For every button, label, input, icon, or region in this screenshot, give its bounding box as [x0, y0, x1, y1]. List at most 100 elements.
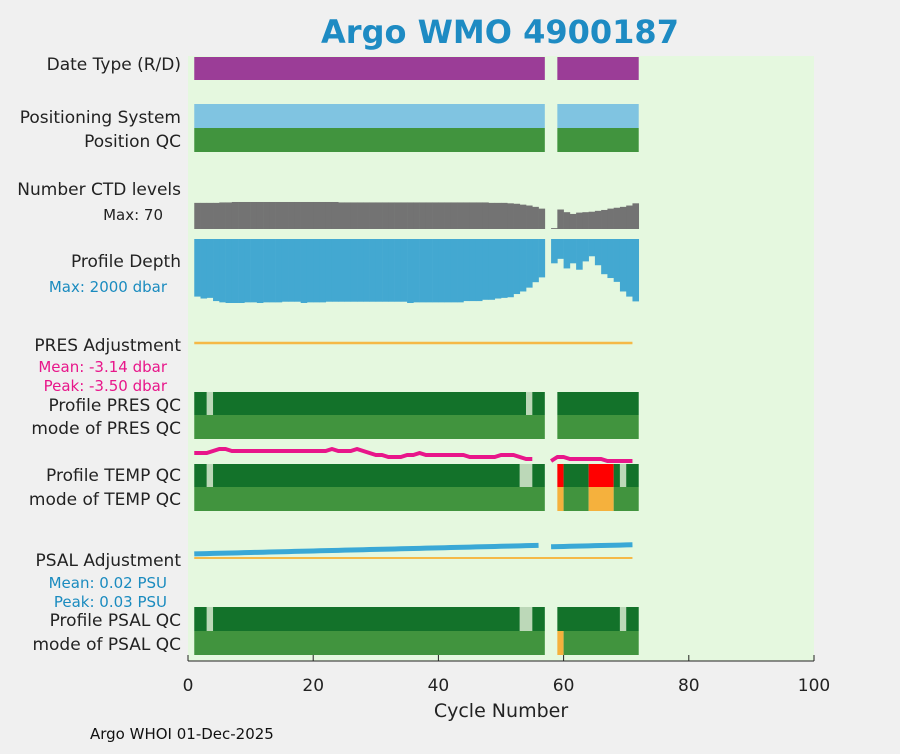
profile-temp-qc-segment: [626, 464, 639, 487]
profile-depth-bar: [256, 239, 264, 303]
ctd-level-bar: [263, 201, 270, 229]
profile-depth-bar: [588, 239, 596, 257]
ctd-level-bar: [269, 201, 276, 229]
profile-depth-bar: [325, 239, 333, 302]
ctd-level-bar: [513, 203, 521, 229]
ctd-level-bar: [407, 202, 414, 229]
profile-depth-bar: [231, 239, 239, 303]
profile-depth-bar: [425, 239, 433, 303]
profile-depth-bar: [576, 239, 583, 270]
ctd-level-bar: [250, 201, 258, 229]
ctd-level-bar: [300, 201, 308, 229]
position-qc-bar: [194, 128, 545, 152]
profile-depth-bar: [626, 239, 633, 297]
profile-depth-bar: [288, 239, 295, 302]
x-tick-label: 20: [302, 676, 324, 696]
temp-adjustment-line: [550, 455, 633, 463]
ctd-level-bar: [613, 207, 621, 229]
ctd-level-bar: [425, 202, 433, 229]
x-tick-label: 80: [678, 676, 700, 696]
profile-pres-qc-segment: [194, 392, 207, 415]
profile-depth-bar: [394, 239, 402, 302]
ctd-level-bar: [594, 210, 602, 229]
depth-max-label: Max: 2000 dbar: [49, 278, 168, 296]
profile-depth-bar: [569, 239, 577, 264]
profile-depth-bar: [344, 239, 352, 302]
profile-depth-bar: [513, 239, 521, 295]
ctd-level-bar: [244, 201, 251, 229]
profile-pres-qc-segment: [557, 392, 639, 415]
ctd-level-bar: [294, 201, 301, 229]
profile-depth-bar: [357, 239, 364, 302]
ctd-level-bar: [469, 202, 477, 229]
ctd-level-bar: [619, 206, 627, 229]
profile-depth-bar: [482, 239, 489, 300]
row-label-profile-depth: Profile Depth: [71, 252, 181, 272]
pres-peak-label: Peak: -3.50 dbar: [44, 377, 168, 395]
ctd-level-bar: [475, 202, 483, 229]
mode-temp-qc-segment: [613, 487, 639, 511]
chart-title: Argo WMO 4900187: [321, 13, 679, 51]
profile-depth-bar: [450, 239, 458, 303]
profile-psal-qc-segment: [532, 607, 545, 631]
ctd-level-bar: [344, 202, 352, 229]
ctd-level-bar: [457, 202, 464, 229]
ctd-level-bar: [369, 202, 377, 229]
profile-depth-bar: [613, 239, 621, 282]
ctd-max-label: Max: 70: [103, 206, 163, 224]
profile-depth-bar: [444, 239, 452, 303]
ctd-level-bar: [438, 202, 445, 229]
ctd-level-bar: [557, 209, 564, 229]
profile-depth-bar: [313, 239, 320, 303]
profile-temp-qc-segment: [563, 464, 589, 487]
ctd-level-bar: [219, 202, 226, 229]
ctd-level-bar: [551, 228, 558, 229]
row-label-profile-psal-qc: Profile PSAL QC: [50, 611, 181, 631]
profile-depth-bar: [300, 239, 308, 303]
ctd-level-bar: [450, 202, 458, 229]
profile-depth-bar: [213, 239, 220, 302]
mode-temp-qc-segment: [557, 487, 564, 511]
ctd-level-bar: [444, 202, 452, 229]
profile-psal-qc-segment: [206, 607, 214, 631]
ctd-level-bar: [588, 211, 596, 229]
profile-depth-bar: [475, 239, 483, 302]
row-label-profile-pres-qc: Profile PRES QC: [48, 396, 181, 416]
profile-depth-bar: [519, 239, 527, 292]
ctd-level-bar: [194, 202, 201, 229]
ctd-level-bar: [388, 202, 395, 229]
profile-depth-bar: [331, 239, 339, 302]
ctd-level-bar: [601, 209, 608, 229]
profile-depth-bar: [275, 239, 283, 303]
plot-area: [188, 56, 814, 661]
profile-temp-qc-segment: [588, 464, 614, 487]
profile-depth-bar: [538, 239, 546, 278]
profile-depth-bar: [607, 239, 614, 279]
ctd-level-bar: [200, 202, 208, 229]
ctd-level-bar: [582, 212, 589, 229]
profile-depth-bar: [563, 239, 571, 269]
profile-depth-bar: [281, 239, 289, 302]
x-tick-label: 0: [183, 676, 194, 696]
profile-depth-bar: [250, 239, 258, 303]
row-label-psal-adjustment: PSAL Adjustment: [36, 551, 182, 571]
profile-depth-bar: [294, 239, 301, 302]
profile-depth-bar: [501, 239, 508, 298]
ctd-level-bar: [225, 202, 233, 229]
mode-psal-qc-segment: [563, 631, 639, 655]
row-label-mode-temp-qc: mode of TEMP QC: [29, 490, 181, 510]
profile-depth-bar: [350, 239, 358, 302]
ctd-level-bar: [482, 202, 489, 229]
row-label-mode-pres-qc: mode of PRES QC: [31, 419, 181, 439]
row-label-date-type: Date Type (R/D): [47, 55, 181, 75]
profile-depth-bar: [457, 239, 464, 303]
ctd-level-bar: [526, 205, 533, 229]
profile-depth-bar: [419, 239, 427, 303]
profile-temp-qc-segment: [206, 464, 214, 487]
ctd-level-bar: [626, 205, 633, 229]
profile-depth-bar: [594, 239, 602, 266]
profile-temp-qc-segment: [213, 464, 520, 487]
ctd-level-bar: [357, 202, 364, 229]
ctd-level-bar: [632, 203, 640, 229]
ctd-level-bar: [538, 208, 546, 229]
